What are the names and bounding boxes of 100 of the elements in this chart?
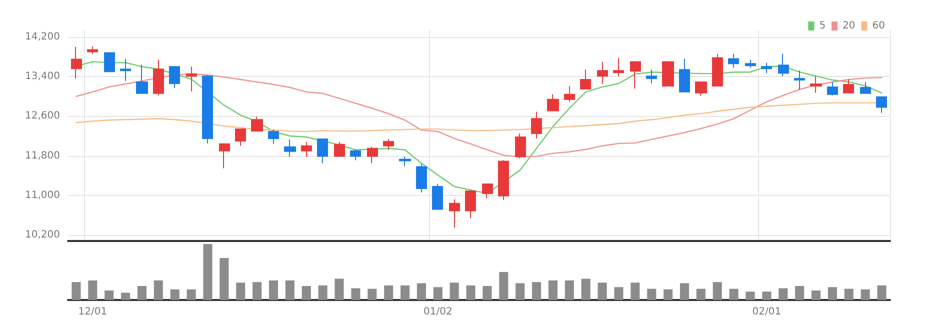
bar: [482, 286, 492, 300]
candlestick: [465, 190, 476, 219]
candlestick: [71, 46, 82, 80]
bar: [762, 292, 772, 300]
candlestick: [695, 82, 707, 96]
y-tick-label: 11,000: [25, 190, 60, 201]
candlestick: [383, 138, 394, 150]
candlestick: [399, 156, 411, 167]
candlestick: [810, 76, 822, 94]
bar: [203, 244, 212, 300]
candlestick: [728, 53, 739, 68]
candlestick: [432, 184, 443, 210]
candlestick: [136, 64, 148, 94]
candlestick: [87, 46, 98, 54]
x-tick-label: 12/01: [78, 306, 108, 318]
bar: [712, 282, 722, 300]
candlestick: [251, 116, 263, 132]
candlestick: [860, 82, 871, 94]
candlestick: [235, 128, 246, 146]
line-series: [76, 72, 882, 158]
candlestick: [843, 78, 854, 94]
legend-label: 20: [842, 20, 856, 32]
bar: [104, 290, 114, 300]
bar: [844, 288, 854, 300]
candlestick: [202, 74, 213, 144]
x-tick-label: 01/02: [423, 306, 452, 318]
candlestick: [317, 138, 328, 164]
bar: [729, 288, 738, 300]
candlestick: [580, 69, 591, 90]
candlestick: [104, 52, 115, 72]
candlestick: [745, 59, 756, 68]
candlestick: [350, 148, 361, 161]
y-tick-label: 11,800: [25, 150, 60, 162]
candlestick: [613, 57, 624, 77]
bar: [368, 288, 377, 300]
bar: [450, 282, 459, 300]
candlestick: [334, 141, 345, 157]
candlestick: [778, 53, 789, 77]
bar: [236, 282, 246, 300]
candlestick: [662, 61, 674, 86]
candlestick: [515, 133, 526, 159]
bar: [302, 286, 311, 300]
candlestick: [679, 58, 690, 92]
legend-label: 5: [819, 20, 826, 32]
bar: [252, 282, 262, 300]
bar: [154, 280, 163, 300]
candlestick: [219, 143, 230, 169]
candlestick: [482, 183, 493, 199]
candlestick: [449, 198, 460, 228]
bar: [170, 289, 180, 300]
candlestick: [301, 141, 312, 158]
y-tick-label: 14,200: [25, 31, 60, 42]
bar: [630, 282, 640, 300]
bar: [812, 290, 821, 300]
legend-label: 60: [872, 20, 886, 32]
bar: [877, 285, 886, 300]
bar: [795, 286, 804, 300]
candlestick: [547, 94, 559, 112]
bar: [828, 287, 837, 300]
bar: [285, 280, 294, 300]
bar: [88, 280, 98, 300]
bar: [564, 280, 574, 300]
bar: [581, 278, 590, 300]
bar: [696, 288, 706, 300]
candlestick: [169, 66, 180, 88]
bar: [433, 287, 442, 300]
bar: [400, 285, 410, 300]
candlestick: [284, 138, 296, 158]
bar: [121, 292, 130, 300]
bar: [516, 283, 525, 300]
candlestick: [498, 160, 509, 200]
candlestick: [367, 146, 378, 164]
bar: [351, 288, 360, 300]
candlestick: [268, 129, 279, 144]
candlestick: [794, 70, 805, 90]
bar: [416, 283, 426, 300]
bar: [186, 289, 196, 300]
candlestick: [153, 59, 164, 96]
candlestick: [186, 66, 197, 92]
candlestick: [876, 96, 887, 114]
x-tick-label: 02/01: [752, 306, 782, 318]
bar: [268, 280, 278, 300]
bar: [680, 283, 690, 300]
candlestick: [712, 53, 723, 86]
y-tick-label: 10,200: [25, 230, 60, 241]
bar: [647, 288, 656, 300]
candlestick: [646, 69, 657, 84]
bar: [318, 285, 328, 300]
candlestick: [597, 61, 608, 84]
bar: [664, 289, 673, 300]
bar: [598, 282, 607, 300]
candlestick: [564, 85, 575, 102]
candlestick: [120, 58, 131, 82]
bar: [384, 285, 394, 300]
bar: [548, 280, 558, 300]
bar: [220, 258, 229, 300]
bar: [860, 289, 870, 300]
bar: [137, 286, 146, 300]
bar: [499, 272, 508, 300]
bar: [334, 278, 344, 300]
